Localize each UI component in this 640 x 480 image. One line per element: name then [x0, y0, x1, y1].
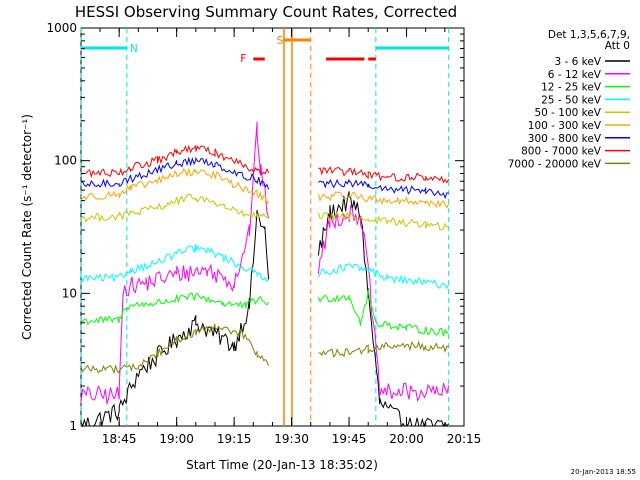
x-tick-label-5: 20:00: [389, 432, 424, 446]
x-tick-label-0: 18:45: [102, 432, 137, 446]
saa-label: S: [277, 35, 284, 47]
x-tick-label-6: 20:15: [447, 432, 482, 446]
chart-title: HESSI Observing Summary Count Rates, Cor…: [75, 3, 457, 21]
legend-entry-5: 100 - 300 keV: [528, 120, 602, 132]
legend-entry-8: 7000 - 20000 keV: [508, 158, 602, 170]
y-axis-label: Corrected Count Rate (s⁻¹ detector⁻¹): [20, 114, 34, 340]
y-tick-label-3: 1000: [46, 21, 77, 35]
y-tick-label-2: 100: [54, 154, 77, 168]
legend-header-attenuator: Att 0: [605, 40, 630, 52]
series-line-5: [80, 167, 450, 209]
y-tick-label-0: 1: [69, 419, 77, 433]
legend-entry-7: 800 - 7000 keV: [521, 146, 602, 158]
legend-entry-0: 3 - 6 keV: [554, 56, 601, 68]
legend-entry-3: 25 - 50 keV: [541, 94, 602, 106]
series-line-1: [80, 121, 450, 404]
y-tick-label-1: 10: [62, 286, 77, 300]
series-line-4: [80, 193, 449, 231]
footer-timestamp: 20-Jan-2013 18:55: [571, 468, 636, 476]
legend-entry-4: 50 - 100 keV: [534, 107, 601, 119]
series-line-7: [80, 144, 450, 184]
flare-label: F: [240, 53, 246, 65]
x-tick-label-3: 19:30: [274, 432, 309, 446]
series-line-8: [80, 323, 449, 375]
series-line-6: [80, 156, 449, 200]
legend-entry-1: 6 - 12 keV: [548, 69, 602, 81]
series-layer: [80, 121, 450, 428]
series-line-3: [80, 244, 450, 290]
legend-header-detectors: Det 1,3,5,6,7,9,: [548, 29, 630, 41]
series-line-0: [80, 191, 450, 428]
x-tick-label-1: 19:00: [159, 432, 194, 446]
legend-entry-6: 300 - 800 keV: [528, 133, 602, 145]
x-tick-label-2: 19:15: [217, 432, 252, 446]
x-axis-label: Start Time (20-Jan-13 18:35:02): [186, 458, 378, 472]
x-tick-label-4: 19:45: [332, 432, 367, 446]
axes-layer: 1 10 100 1000 18:45 19:00 19:15 19:30 19:45 20:00…: [46, 21, 481, 446]
annotation-layer: N S F: [80, 28, 450, 426]
night-label: N: [130, 43, 138, 55]
series-line-2: [80, 289, 449, 337]
legend-entry-2: 12 - 25 keV: [541, 82, 602, 94]
